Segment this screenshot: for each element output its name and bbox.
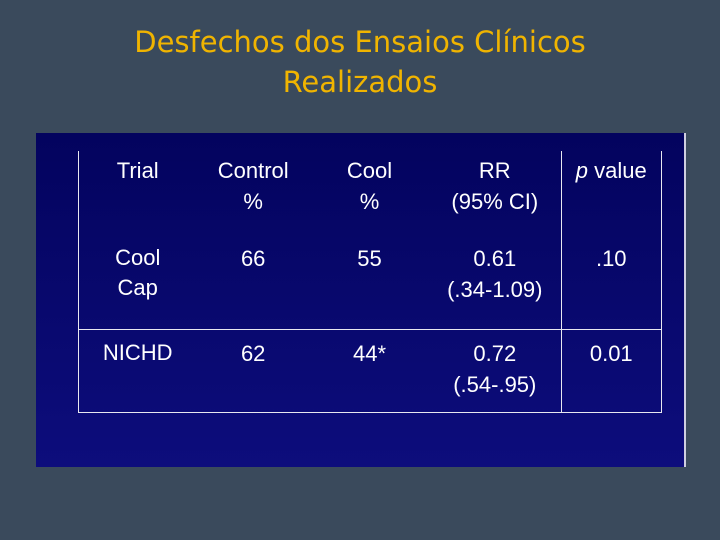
cell-p-value: 0.01 (561, 329, 663, 413)
results-table: Trial Control % Cool % RR (95% CI) p val… (78, 151, 663, 413)
cell-trial: Cool Cap (78, 231, 197, 330)
header-p-value: p value (561, 151, 663, 231)
table-row: Cool Cap 66 55 0.61 (.34-1.09) .10 (78, 231, 663, 330)
cell-rr: 0.72 (.54-.95) (429, 329, 562, 413)
header-trial: Trial (78, 151, 197, 231)
table-header-row: Trial Control % Cool % RR (95% CI) p val… (78, 151, 663, 231)
slide-title-line-2: Realizados (282, 65, 438, 99)
slide-title-line-1: Desfechos dos Ensaios Clínicos (134, 25, 586, 59)
cell-cool: 44* (309, 329, 430, 413)
slide-title: Desfechos dos Ensaios Clínicos Realizado… (0, 22, 720, 102)
cell-control: 62 (196, 329, 310, 413)
cell-trial: NICHD (78, 329, 197, 413)
cell-rr: 0.61 (.34-1.09) (429, 231, 562, 330)
table-panel: Trial Control % Cool % RR (95% CI) p val… (36, 133, 686, 467)
header-rr: RR (95% CI) (429, 151, 562, 231)
header-control: Control % (217, 158, 289, 214)
cell-cool: 55 (309, 231, 430, 330)
table-row: NICHD 62 44* 0.72 (.54-.95) 0.01 (78, 329, 663, 413)
header-cool: Cool % (346, 158, 393, 214)
cell-control: 66 (196, 231, 310, 330)
cell-p-value: .10 (561, 231, 663, 330)
